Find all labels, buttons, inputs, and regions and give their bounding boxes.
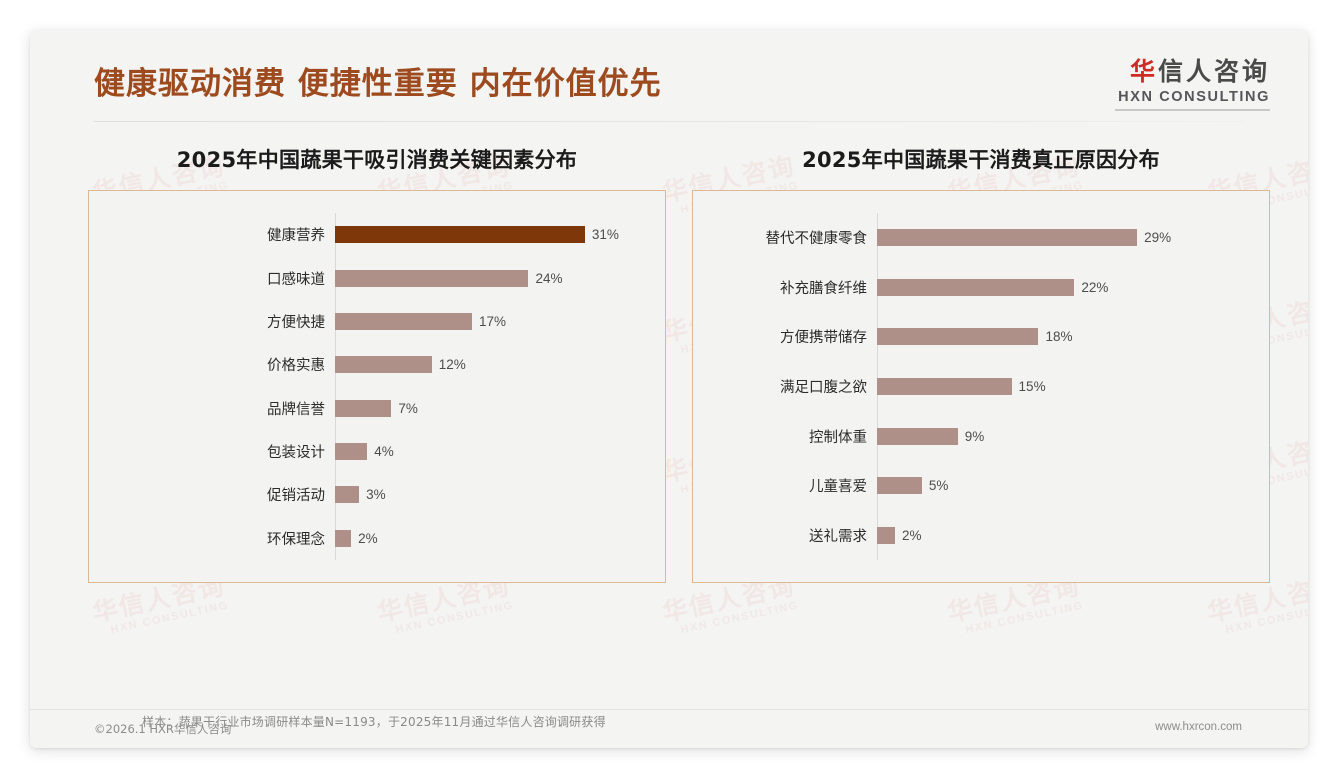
chart-axis-line-left bbox=[335, 213, 336, 560]
bar-track: 18% bbox=[877, 328, 1269, 346]
bar-value-label: 12% bbox=[438, 357, 466, 373]
bar-category-label: 口感味道 bbox=[267, 271, 325, 288]
bar-category-label: 包装设计 bbox=[267, 445, 325, 462]
bar-plot-left: 健康营养 31% 口感味道 24% 方便快捷 17% 价格实惠 12% 品牌信誉 7% 包装设计 4%… bbox=[89, 191, 665, 582]
bar-row: 送礼需求 2% bbox=[693, 522, 1269, 548]
bar-track: 5% bbox=[877, 477, 1269, 495]
bar-category-label: 方便携带储存 bbox=[780, 330, 867, 347]
bar-row: 健康营养 31% bbox=[89, 222, 665, 248]
bar-value-label: 9% bbox=[964, 428, 985, 444]
logo-underline bbox=[1115, 108, 1270, 111]
bar-row: 包装设计 4% bbox=[89, 439, 665, 465]
bar-track: 4% bbox=[335, 443, 665, 461]
chart-panel-left: 健康营养 31% 口感味道 24% 方便快捷 17% 价格实惠 12% 品牌信誉 7% 包装设计 4%… bbox=[88, 190, 666, 583]
bar-fill bbox=[335, 269, 529, 287]
bar-row: 品牌信誉 7% bbox=[89, 395, 665, 421]
bar-fill bbox=[335, 226, 585, 244]
bar-fill bbox=[335, 312, 473, 330]
bar-value-label: 17% bbox=[479, 313, 507, 329]
bar-row: 口感味道 24% bbox=[89, 265, 665, 291]
bar-track: 24% bbox=[335, 269, 665, 287]
chart-title-left: 2025年中国蔬果干吸引消费关键因素分布 bbox=[176, 148, 578, 172]
bar-track: 29% bbox=[877, 229, 1269, 247]
bar-fill bbox=[877, 377, 1012, 395]
bar-value-label: 18% bbox=[1045, 329, 1073, 345]
bar-fill bbox=[877, 427, 958, 445]
bar-row: 控制体重 9% bbox=[693, 423, 1269, 449]
bar-value-label: 22% bbox=[1081, 279, 1109, 295]
bar-category-label: 满足口腹之欲 bbox=[780, 379, 867, 396]
bar-value-label: 2% bbox=[358, 530, 378, 546]
brand-logo: 华信人咨询 HXN CONSULTING bbox=[1115, 57, 1270, 111]
charts-area: 2025年中国蔬果干吸引消费关键因素分布 健康营养 31% 口感味道 24% 方便快捷 1… bbox=[30, 130, 1308, 690]
bar-value-label: 5% bbox=[928, 478, 949, 494]
bar-track: 31% bbox=[335, 226, 665, 244]
bar-row: 促销活动 3% bbox=[89, 482, 665, 508]
bar-category-label: 环保理念 bbox=[267, 531, 325, 548]
bar-track: 2% bbox=[335, 529, 665, 547]
source-note: 样本：蔬果干行业市场调研样本量N=1193，于2025年11月通过华信人咨询调研… bbox=[142, 715, 606, 729]
chart-block-right: 2025年中国蔬果干消费真正原因分布 替代不健康零食 29% 补充膳食纤维 22% 方便… bbox=[692, 130, 1270, 583]
bar-fill bbox=[335, 399, 392, 417]
bar-fill bbox=[877, 526, 895, 544]
bar-row: 儿童喜爱 5% bbox=[693, 473, 1269, 499]
bar-track: 12% bbox=[335, 356, 665, 374]
bar-row: 补充膳食纤维 22% bbox=[693, 274, 1269, 300]
bar-value-label: 7% bbox=[398, 400, 418, 416]
bar-fill bbox=[335, 356, 432, 374]
bar-fill bbox=[877, 229, 1138, 247]
bar-track: 3% bbox=[335, 486, 665, 504]
bar-fill bbox=[335, 486, 360, 504]
footer-website-link[interactable]: www.hxrcon.com bbox=[1155, 721, 1242, 733]
logo-chinese-text: 华信人咨询 bbox=[1115, 57, 1270, 87]
logo-accent-character: 华 bbox=[1129, 57, 1158, 86]
bar-value-label: 4% bbox=[374, 444, 394, 460]
bar-track: 22% bbox=[877, 278, 1269, 296]
logo-english-text: HXN CONSULTING bbox=[1118, 88, 1270, 105]
bar-category-label: 品牌信誉 bbox=[267, 401, 325, 418]
bar-category-label: 促销活动 bbox=[267, 488, 325, 505]
bar-fill bbox=[335, 443, 368, 461]
bar-category-label: 儿童喜爱 bbox=[809, 479, 867, 496]
bar-value-label: 2% bbox=[901, 527, 922, 543]
bar-row: 方便快捷 17% bbox=[89, 308, 665, 334]
bar-value-label: 3% bbox=[366, 487, 386, 503]
bar-row: 环保理念 2% bbox=[89, 525, 665, 551]
bar-fill bbox=[877, 477, 922, 495]
chart-panel-right: 替代不健康零食 29% 补充膳食纤维 22% 方便携带储存 18% 满足口腹之欲 15% 控制体… bbox=[692, 190, 1270, 583]
bar-track: 17% bbox=[335, 312, 665, 330]
slide-header: 健康驱动消费 便捷性重要 内在价值优先 bbox=[30, 30, 1308, 122]
bar-category-label: 健康营养 bbox=[267, 228, 325, 245]
bar-plot-right: 替代不健康零食 29% 补充膳食纤维 22% 方便携带储存 18% 满足口腹之欲 15% 控制体… bbox=[693, 191, 1269, 582]
footer-copyright: ©2026.1 HXR华信人咨询 bbox=[94, 722, 232, 736]
bar-track: 15% bbox=[877, 377, 1269, 395]
bar-track: 2% bbox=[877, 526, 1269, 544]
page-title: 健康驱动消费 便捷性重要 内在价值优先 bbox=[94, 66, 662, 102]
logo-rest-characters: 信人咨询 bbox=[1157, 57, 1270, 86]
bar-category-label: 替代不健康零食 bbox=[765, 231, 868, 248]
bar-track: 9% bbox=[877, 427, 1269, 445]
chart-block-left: 2025年中国蔬果干吸引消费关键因素分布 健康营养 31% 口感味道 24% 方便快捷 1… bbox=[88, 130, 666, 583]
bar-category-label: 价格实惠 bbox=[267, 358, 325, 375]
chart-title-right: 2025年中国蔬果干消费真正原因分布 bbox=[802, 148, 1160, 172]
bar-value-label: 31% bbox=[591, 227, 619, 243]
bar-fill bbox=[877, 328, 1039, 346]
bar-row: 替代不健康零食 29% bbox=[693, 225, 1269, 251]
bar-row: 价格实惠 12% bbox=[89, 352, 665, 378]
bar-category-label: 送礼需求 bbox=[809, 528, 867, 545]
bar-fill bbox=[335, 529, 352, 547]
bar-category-label: 方便快捷 bbox=[267, 314, 325, 331]
bar-value-label: 29% bbox=[1144, 230, 1172, 246]
bar-fill bbox=[877, 278, 1075, 296]
slide-footer: ©2026.1 HXR华信人咨询 www.hxrcon.com bbox=[30, 709, 1308, 748]
bar-track: 7% bbox=[335, 399, 665, 417]
bar-row: 满足口腹之欲 15% bbox=[693, 373, 1269, 399]
bar-row: 方便携带储存 18% bbox=[693, 324, 1269, 350]
bar-value-label: 15% bbox=[1018, 378, 1046, 394]
bar-category-label: 补充膳食纤维 bbox=[780, 280, 867, 297]
bar-value-label: 24% bbox=[535, 270, 563, 286]
header-divider bbox=[94, 121, 1244, 122]
bar-category-label: 控制体重 bbox=[809, 429, 867, 446]
